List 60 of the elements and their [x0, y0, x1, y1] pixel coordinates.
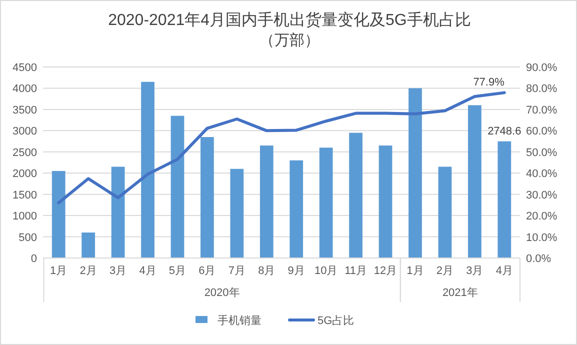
- y2-tick-label: 70.0%: [526, 104, 558, 116]
- x-tick-label: 2月: [436, 265, 454, 277]
- y2-tick-label: 40.0%: [526, 168, 558, 180]
- bar: [290, 160, 304, 258]
- bar: [438, 166, 452, 258]
- bar: [200, 137, 214, 258]
- x-tick-label: 1月: [50, 265, 68, 277]
- y-tick-label: 3000: [12, 126, 37, 138]
- x-tick-label: 2月: [80, 265, 97, 277]
- bar: [498, 141, 512, 258]
- chart-title: 2020-2021年4月国内手机出货量变化及5G手机占比: [108, 11, 471, 29]
- x-tick-label: 12月: [374, 265, 398, 277]
- data-label: 77.9%: [473, 76, 505, 89]
- bar: [82, 232, 96, 258]
- x-tick-label: 3月: [466, 265, 484, 277]
- bar: [319, 148, 333, 258]
- bar: [349, 132, 362, 258]
- bar: [468, 105, 482, 258]
- x-tick-label: 9月: [288, 265, 305, 277]
- x-tick-label: 6月: [198, 265, 216, 277]
- data-label: 2748.6: [488, 125, 522, 138]
- bar: [52, 170, 66, 258]
- bar: [111, 166, 125, 258]
- x-tick-label: 7月: [228, 265, 246, 277]
- y-tick-label: 1500: [12, 189, 37, 202]
- x-tick-label: 4月: [139, 265, 156, 277]
- y-tick-label: 1000: [12, 210, 37, 223]
- y2-tick-label: 80.0%: [526, 83, 558, 96]
- bar: [408, 88, 422, 258]
- y2-tick-label: 20.0%: [526, 210, 558, 223]
- x-tick-label: 3月: [109, 265, 127, 277]
- y-tick-label: 2000: [12, 168, 37, 180]
- text: 2021年: [442, 287, 478, 299]
- y2-tick-label: 10.0%: [526, 232, 558, 244]
- y-tick-label: 4500: [12, 62, 37, 74]
- x-tick-label: 4月: [496, 265, 513, 277]
- bar: [141, 82, 154, 258]
- y2-tick-label: 90.0%: [526, 62, 558, 74]
- chart-subtitle: （万部）: [260, 32, 320, 49]
- text: 2020年: [204, 287, 240, 299]
- bar: [230, 168, 244, 258]
- x-tick-label: 10月: [314, 265, 338, 277]
- x-tick-label: 8月: [258, 265, 276, 277]
- y2-tick-label: 0.0%: [526, 253, 552, 265]
- x-tick-label: 11月: [344, 265, 368, 277]
- bar: [170, 116, 184, 258]
- y2-tick-label: 30.0%: [526, 189, 558, 202]
- bar: [260, 146, 274, 258]
- x-tick-label: 5月: [168, 265, 186, 277]
- y-tick-label: 500: [18, 232, 37, 244]
- legend-label: 5G占比: [318, 314, 354, 327]
- bar: [378, 146, 392, 258]
- y-tick-label: 4000: [12, 83, 37, 96]
- y-tick-label: 3500: [12, 104, 37, 116]
- y-tick-label: 2500: [12, 146, 37, 159]
- legend-label: 手机销量: [218, 314, 262, 327]
- y2-tick-label: 50.0%: [526, 146, 558, 159]
- x-tick-label: 1月: [406, 265, 424, 277]
- y2-tick-label: 60.0%: [526, 126, 558, 138]
- y-tick-label: 0: [30, 253, 37, 265]
